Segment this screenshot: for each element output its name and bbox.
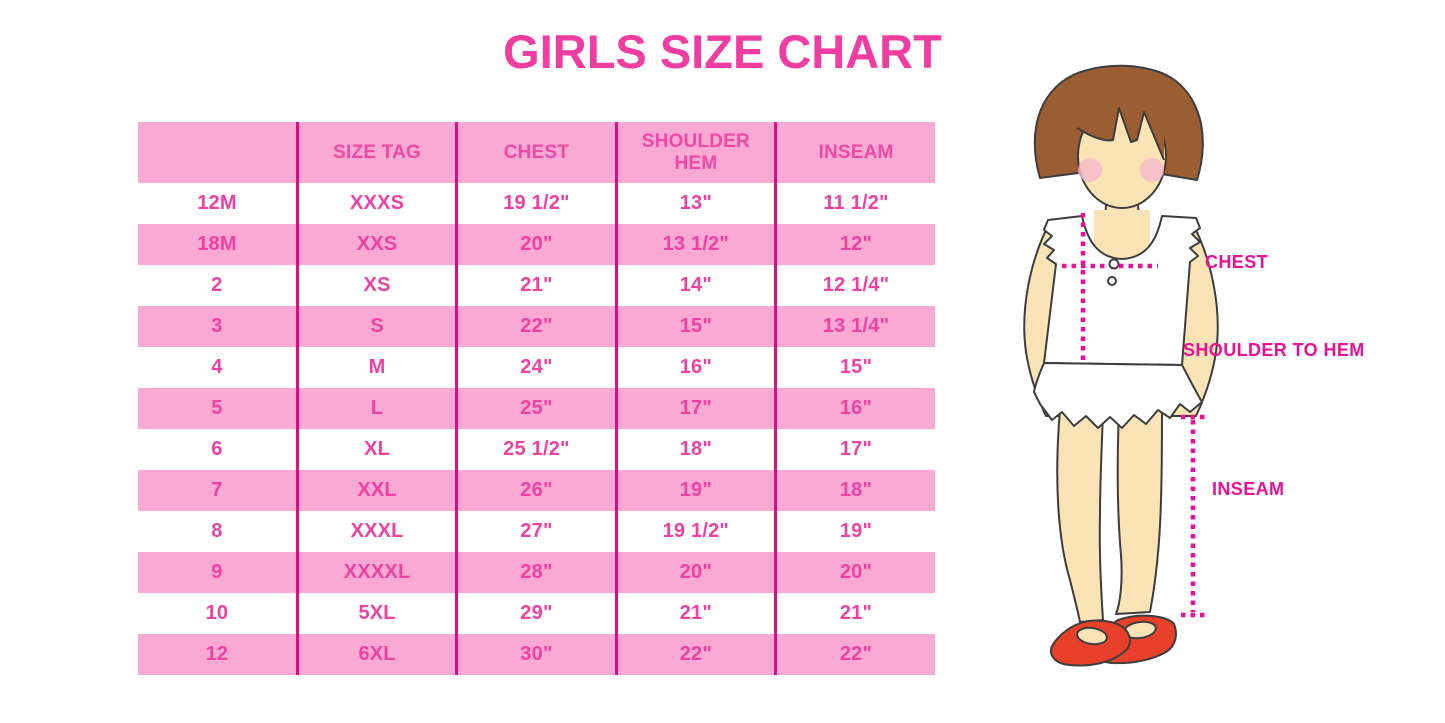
bangs-edge: [1076, 107, 1165, 161]
measurement-cell: 17": [774, 429, 935, 470]
measurement-cell: XXXS: [295, 183, 457, 224]
table-row: 10 5XL 29" 21" 21": [138, 593, 935, 634]
table-row: 9 XXXXL 28" 20" 20": [138, 552, 935, 593]
table-row: 3 S 22" 15" 13 1/4": [138, 306, 935, 347]
top-button-2: [1107, 276, 1117, 286]
measurement-cell: 13": [614, 183, 776, 224]
size-label-cell: 9: [138, 552, 298, 593]
measurement-cell: 19 1/2": [614, 511, 776, 552]
measurement-cell: 28": [455, 552, 617, 593]
measurement-cell: XXXXL: [295, 552, 457, 593]
column-header: SIZE TAG: [295, 122, 457, 183]
measurement-cell: 13 1/4": [774, 306, 935, 347]
measurement-cell: 18": [774, 470, 935, 511]
measurement-cell: 30": [455, 634, 617, 675]
skirt: [1033, 362, 1203, 429]
measurement-cell: 17": [614, 388, 776, 429]
measurement-cell: 19 1/2": [455, 183, 617, 224]
size-label-cell: 12: [138, 634, 298, 675]
chest-skin: [1094, 210, 1150, 258]
measurement-cell: 16": [614, 347, 776, 388]
measurement-cell: 27": [455, 511, 617, 552]
measurement-cell: 26": [455, 470, 617, 511]
measurement-cell: XXXL: [295, 511, 457, 552]
measurement-cell: XS: [295, 265, 457, 306]
table-row: 7 XXL 26" 19" 18": [138, 470, 935, 511]
table-row: 8 XXXL 27" 19 1/2" 19": [138, 511, 935, 552]
measurement-cell: 20": [614, 552, 776, 593]
measurement-cell: 18": [614, 429, 776, 470]
right-leg: [1115, 409, 1163, 615]
measurement-cell: 21": [455, 265, 617, 306]
left-leg: [1056, 409, 1104, 623]
table-row: 18M XXS 20" 13 1/2" 12": [138, 224, 935, 265]
measurement-cell: 13 1/2": [614, 224, 776, 265]
table-row: 12M XXXS 19 1/2" 13" 11 1/2": [138, 183, 935, 224]
measurement-cell: 16": [774, 388, 935, 429]
measurement-cell: 25 1/2": [455, 429, 617, 470]
measurement-cell: 5XL: [295, 593, 457, 634]
measurement-cell: 25": [455, 388, 617, 429]
inseam-measure-label: INSEAM: [1212, 479, 1285, 499]
size-label-cell: 7: [138, 470, 298, 511]
measurement-cell: M: [295, 347, 457, 388]
column-header: SHOULDER HEM: [614, 122, 776, 183]
size-chart-table: SIZE TAG CHEST SHOULDER HEM INSEAM 12M XXXS 1…: [138, 122, 935, 675]
measurement-cell: 15": [614, 306, 776, 347]
top-button-1: [1108, 258, 1120, 270]
measurement-cell: 20": [455, 224, 617, 265]
measurement-cell: 11 1/2": [774, 183, 935, 224]
measurement-cell: 21": [614, 593, 776, 634]
left-shoe-opening: [1076, 626, 1108, 646]
table-row: 5 L 25" 17" 16": [138, 388, 935, 429]
measurement-cell: 12": [774, 224, 935, 265]
measurement-cell: 22": [614, 634, 776, 675]
table-header: SIZE TAG CHEST SHOULDER HEM INSEAM: [138, 122, 935, 183]
measurement-cell: S: [295, 306, 457, 347]
size-label-cell: 10: [205, 602, 229, 624]
size-label-cell: 6: [211, 438, 223, 460]
measurement-cell: 12 1/4": [774, 265, 935, 306]
size-label-cell: 18M: [138, 224, 298, 265]
size-label-cell: 4: [211, 356, 223, 378]
girl-figure-illustration: [1023, 64, 1219, 667]
bangs: [1077, 88, 1164, 160]
measurement-cell: 19": [614, 470, 776, 511]
left-blush: [1078, 158, 1102, 182]
measurement-cell: 21": [774, 593, 935, 634]
size-label-cell: 5: [138, 388, 298, 429]
size-label-cell: 2: [211, 274, 223, 296]
measurement-cell: 20": [774, 552, 935, 593]
header-row: SIZE TAG CHEST SHOULDER HEM INSEAM: [138, 122, 935, 183]
measurement-cell: XXL: [295, 470, 457, 511]
measurement-cell: 14": [614, 265, 776, 306]
measurement-cell: 22": [455, 306, 617, 347]
measurement-cell: 19": [774, 511, 935, 552]
measurement-cell: XXS: [295, 224, 457, 265]
chest-measure-label: CHEST: [1205, 252, 1269, 272]
measurement-cell: 6XL: [295, 634, 457, 675]
column-header: INSEAM: [774, 122, 935, 183]
measurement-cell: 15": [774, 347, 935, 388]
measurement-cell: L: [295, 388, 457, 429]
measurement-cell: 29": [455, 593, 617, 634]
table-body: 12M XXXS 19 1/2" 13" 11 1/2" 18M XXS 20" 13 1/2"…: [138, 183, 935, 675]
size-label-cell: 12M: [197, 192, 237, 214]
column-header-blank: [138, 122, 298, 183]
measurement-cell: 22": [774, 634, 935, 675]
table-row: 6 XL 25 1/2" 18" 17": [138, 429, 935, 470]
measurement-cell: 24": [455, 347, 617, 388]
table-row: 4 M 24" 16" 15": [138, 347, 935, 388]
table-row: 2 XS 21" 14" 12 1/4": [138, 265, 935, 306]
page-title: GIRLS SIZE CHART: [503, 25, 942, 78]
table-row: 12 6XL 30" 22" 22": [138, 634, 935, 675]
size-label-cell: 3: [138, 306, 298, 347]
measurement-cell: XL: [295, 429, 457, 470]
right-blush: [1140, 158, 1164, 182]
shoulder-to-hem-measure-label: SHOULDER TO HEM: [1183, 340, 1365, 360]
column-header: CHEST: [455, 122, 617, 183]
size-label-cell: 8: [211, 520, 223, 542]
